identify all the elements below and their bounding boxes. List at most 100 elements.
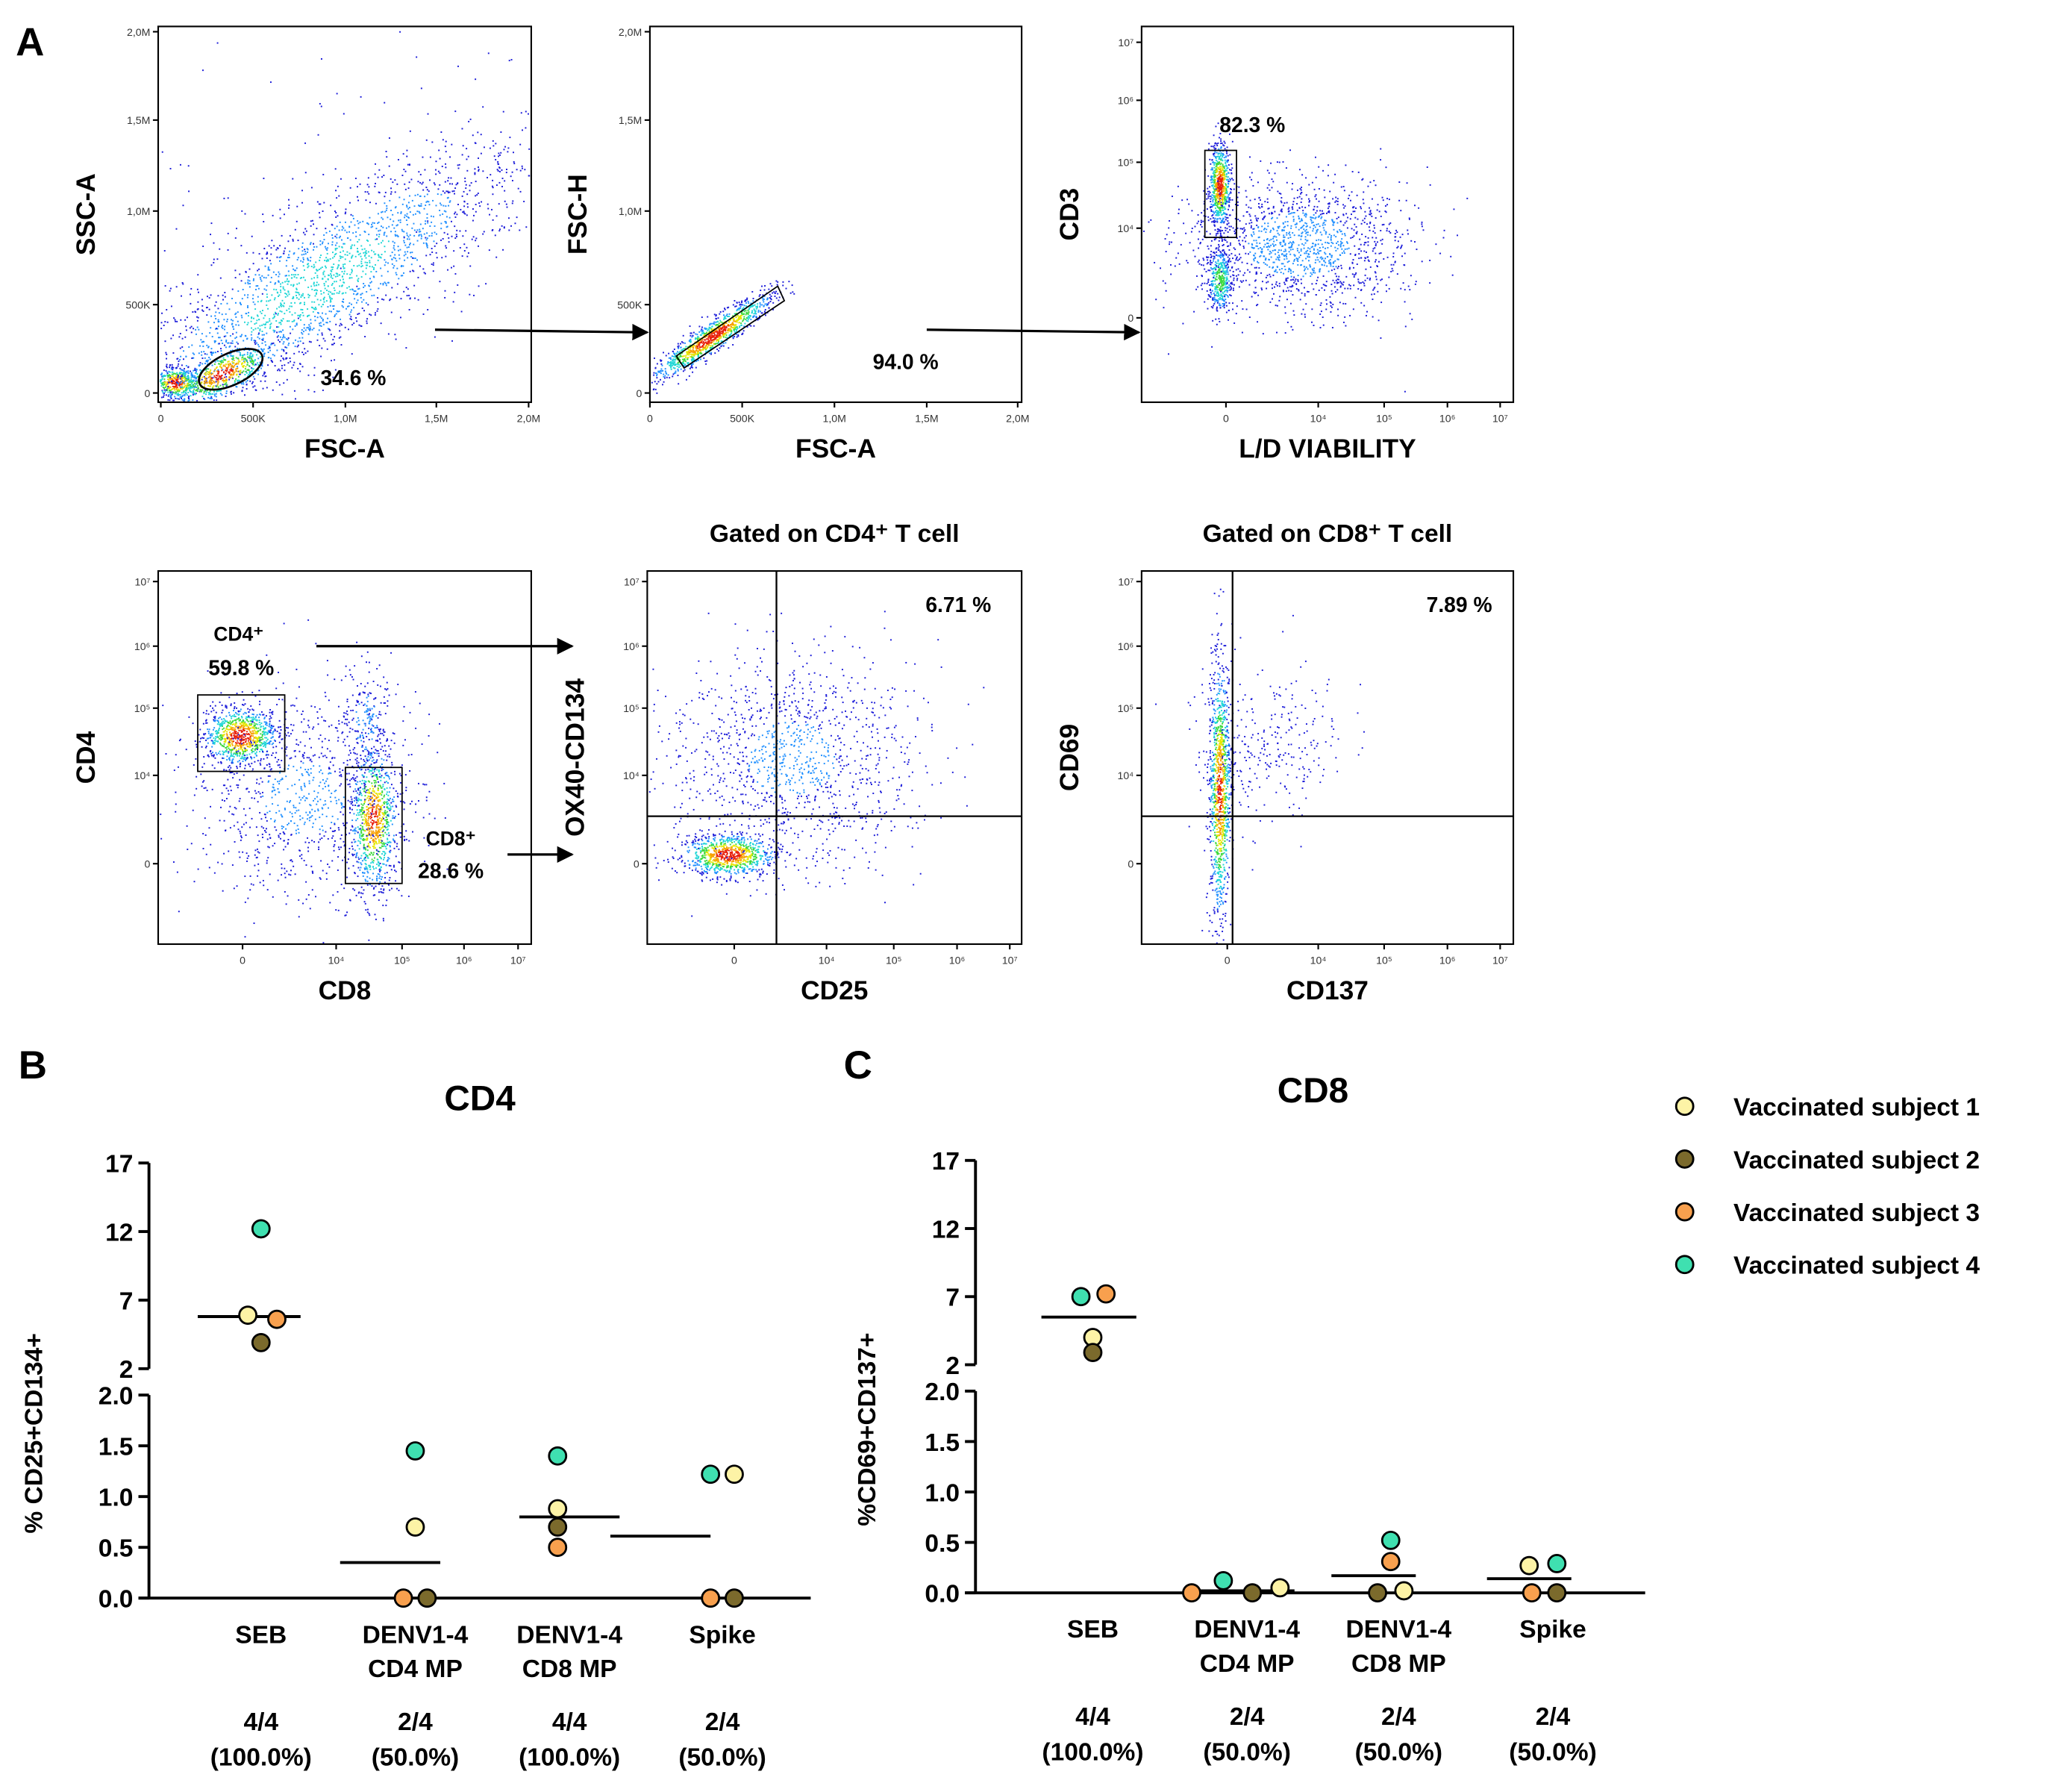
event-dot [196, 375, 198, 378]
event-dot [179, 381, 181, 384]
event-dot [397, 235, 399, 237]
event-dot [444, 296, 446, 299]
event-dot [345, 208, 347, 210]
event-dot [207, 359, 209, 361]
event-dot [179, 367, 181, 369]
event-dot [660, 368, 663, 370]
event-dot [398, 219, 400, 222]
event-dot [1226, 213, 1228, 216]
event-dot [434, 245, 436, 247]
event-dot [704, 328, 707, 330]
event-dot [301, 246, 303, 249]
event-dot [735, 319, 737, 322]
event-dot [222, 294, 224, 296]
event-dot [163, 378, 166, 381]
event-dot [757, 305, 758, 307]
event-dot [216, 390, 218, 393]
event-dot [307, 308, 309, 310]
event-dot [310, 187, 313, 189]
event-dot [1223, 171, 1225, 173]
event-dot [302, 293, 304, 295]
event-dot [201, 354, 203, 356]
event-dot [169, 375, 171, 377]
event-dot [672, 363, 674, 365]
event-dot [193, 357, 195, 359]
event-dot [196, 387, 198, 389]
event-dot [381, 298, 384, 300]
event-dot [691, 355, 692, 358]
event-dot [343, 301, 345, 303]
event-dot [669, 358, 672, 360]
event-dot [683, 358, 685, 360]
event-dot [175, 388, 178, 390]
event-dot [1219, 157, 1221, 159]
event-dot [758, 318, 760, 320]
event-dot [1223, 280, 1225, 282]
event-dot [378, 243, 380, 245]
event-dot [240, 245, 243, 247]
event-dot [690, 349, 692, 352]
event-dot [379, 229, 381, 231]
event-dot [218, 325, 219, 328]
event-dot [232, 362, 234, 363]
event-dot [236, 366, 238, 368]
event-dot [701, 338, 704, 340]
event-dot [498, 152, 500, 154]
x-tick-label: 500K [241, 412, 266, 424]
event-dot [1228, 182, 1229, 184]
event-dot [366, 290, 368, 293]
event-dot [343, 227, 345, 229]
event-dot [235, 378, 237, 380]
event-dot [704, 337, 706, 339]
event-dot [219, 248, 221, 250]
event-dot [1223, 157, 1225, 159]
event-dot [348, 277, 351, 279]
event-dot [449, 200, 451, 202]
event-dot [274, 283, 276, 285]
event-dot [706, 338, 708, 340]
event-dot [214, 315, 216, 317]
event-dot [198, 365, 200, 367]
event-dot [365, 250, 367, 252]
event-dot [320, 355, 322, 358]
event-dot [197, 387, 199, 389]
event-dot [399, 219, 401, 221]
event-dot [262, 213, 264, 216]
event-dot [193, 381, 195, 383]
event-dot [265, 289, 267, 291]
event-dot [725, 328, 727, 331]
event-dot [340, 279, 342, 281]
event-dot [1206, 263, 1208, 265]
event-dot [382, 218, 384, 220]
event-dot [508, 217, 510, 219]
event-dot [1216, 193, 1219, 196]
event-dot [241, 334, 243, 336]
event-dot [278, 260, 281, 262]
event-dot [196, 380, 198, 382]
event-dot [236, 362, 238, 364]
event-dot [742, 313, 745, 315]
event-dot [728, 330, 731, 332]
event-dot [672, 355, 675, 358]
event-dot [444, 221, 446, 222]
event-dot [479, 205, 481, 207]
event-dot [243, 361, 246, 363]
event-dot [1219, 222, 1222, 224]
event-dot [304, 251, 307, 253]
event-dot [710, 344, 712, 346]
x-tick-label: 2,0M [517, 412, 540, 424]
event-dot [423, 272, 425, 274]
event-dot [270, 343, 272, 346]
event-dot [264, 265, 266, 267]
event-dot [727, 331, 729, 334]
event-dot [750, 319, 752, 321]
event-dot [1230, 252, 1233, 255]
event-dot [1203, 190, 1205, 192]
event-dot [293, 268, 295, 270]
event-dot [456, 235, 458, 237]
event-dot [248, 357, 251, 359]
event-dot [448, 201, 451, 203]
event-dot [348, 202, 351, 204]
event-dot [286, 280, 288, 282]
event-dot [743, 316, 745, 318]
